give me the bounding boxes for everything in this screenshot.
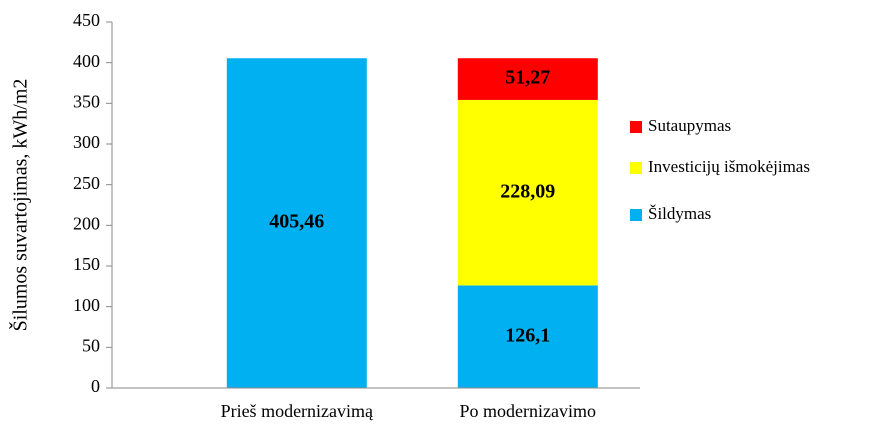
legend-label: Šildymas: [648, 204, 711, 223]
bar-segment: [457, 58, 598, 100]
data-label: 228,09: [500, 180, 555, 202]
y-tick-label: 400: [73, 51, 100, 71]
data-label: 126,1: [505, 324, 550, 346]
legend-swatch: [630, 162, 642, 174]
y-axis-title: Šilumos suvartojimas, kWh/m2: [8, 79, 32, 332]
legend-label: Investicijų išmokėjimas: [648, 157, 810, 176]
bar-segment: [457, 99, 598, 286]
data-label: 405,46: [269, 211, 324, 233]
y-tick-label: 350: [73, 91, 100, 111]
y-tick-label: 250: [73, 173, 100, 193]
bar-segment: [457, 285, 598, 388]
y-tick-label: 300: [73, 132, 100, 152]
legend-swatch: [630, 121, 642, 133]
y-tick-label: 150: [73, 254, 100, 274]
legend-swatch: [630, 209, 642, 221]
y-tick-label: 450: [73, 10, 100, 30]
y-tick-label: 50: [82, 335, 100, 355]
y-tick-label: 100: [73, 295, 100, 315]
bar-segment: [226, 58, 367, 389]
x-tick-label: Prieš modernizavimą: [221, 401, 374, 421]
y-tick-label: 200: [73, 213, 100, 233]
data-label: 51,27: [505, 67, 550, 89]
legend-label: Sutaupymas: [648, 116, 731, 135]
y-tick-label: 0: [91, 376, 100, 396]
x-tick-label: Po modernizavimo: [460, 401, 596, 421]
